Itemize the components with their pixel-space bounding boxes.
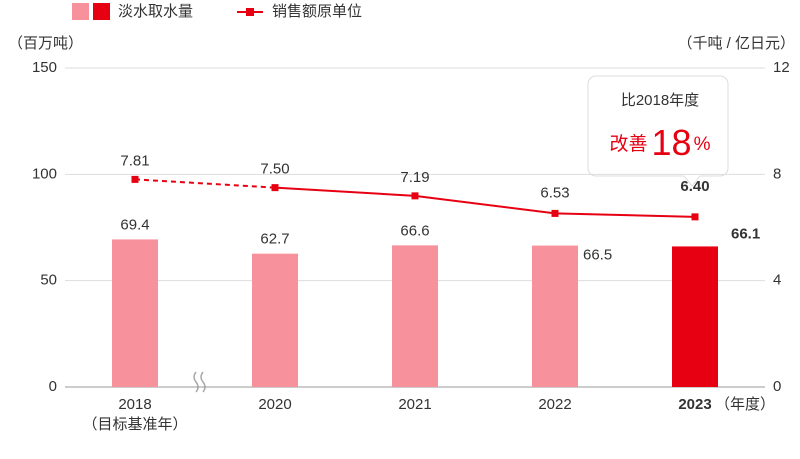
callout-prefix: 改善 <box>610 133 648 155</box>
x-tick-label: 2021 <box>398 396 431 413</box>
bar <box>532 245 578 387</box>
axis-break <box>193 371 206 393</box>
line-marker <box>691 213 699 221</box>
x-tick-label: 2023 <box>678 396 711 413</box>
bar <box>672 246 718 387</box>
line-marker <box>551 209 559 217</box>
y-tick-label: 100 <box>32 165 57 182</box>
line-value-label: 6.40 <box>680 178 709 195</box>
line-value-label: 6.53 <box>540 184 569 201</box>
y2-tick-label: 8 <box>773 165 781 182</box>
callout-emphasis: 改善 18% <box>610 122 711 163</box>
y2-tick-label: 12 <box>773 59 790 76</box>
line-marker <box>411 192 419 200</box>
bar <box>392 245 438 387</box>
line-marker <box>271 184 279 192</box>
x-tick-label: 2018 <box>118 396 151 413</box>
x-tick-label: 2020 <box>258 396 291 413</box>
bar <box>252 253 298 387</box>
legend-label: 销售额原单位 <box>272 3 362 20</box>
y2-axis-label: （千吨 / 亿日元） <box>677 35 795 52</box>
y2-tick-label: 0 <box>773 378 781 395</box>
callout-text: 比2018年度 <box>621 92 699 109</box>
line <box>274 186 696 218</box>
callout-unit: % <box>694 134 711 155</box>
bar-value-label: 66.6 <box>400 222 429 239</box>
y-tick-label: 0 <box>49 378 57 395</box>
bar-value-label: 69.4 <box>120 216 149 233</box>
line-value-label: 7.50 <box>260 161 289 178</box>
line-value-label: 7.81 <box>120 152 149 169</box>
bar-value-label: 66.1 <box>731 225 760 242</box>
x-tick-note: （目标基准年） <box>82 416 187 433</box>
x-unit: （年度） <box>715 396 775 413</box>
callout-value: 18 <box>652 122 692 163</box>
legend-swatch <box>93 3 110 20</box>
y-axis-label: （百万吨） <box>8 35 83 52</box>
line-marker <box>131 175 139 183</box>
y-tick-label: 50 <box>40 272 57 289</box>
callout-box <box>587 75 729 187</box>
bar-value-label: 62.7 <box>260 231 289 248</box>
bar <box>112 239 158 387</box>
y2-tick-label: 4 <box>773 272 781 289</box>
bar-value-label: 66.5 <box>583 247 612 264</box>
line <box>134 178 276 189</box>
legend-label: 淡水取水量 <box>118 3 193 20</box>
x-tick-label: 2022 <box>538 396 571 413</box>
legend-swatch <box>72 3 89 20</box>
legend-marker <box>246 8 254 16</box>
line-value-label: 7.19 <box>400 169 429 186</box>
y-tick-label: 150 <box>32 59 57 76</box>
